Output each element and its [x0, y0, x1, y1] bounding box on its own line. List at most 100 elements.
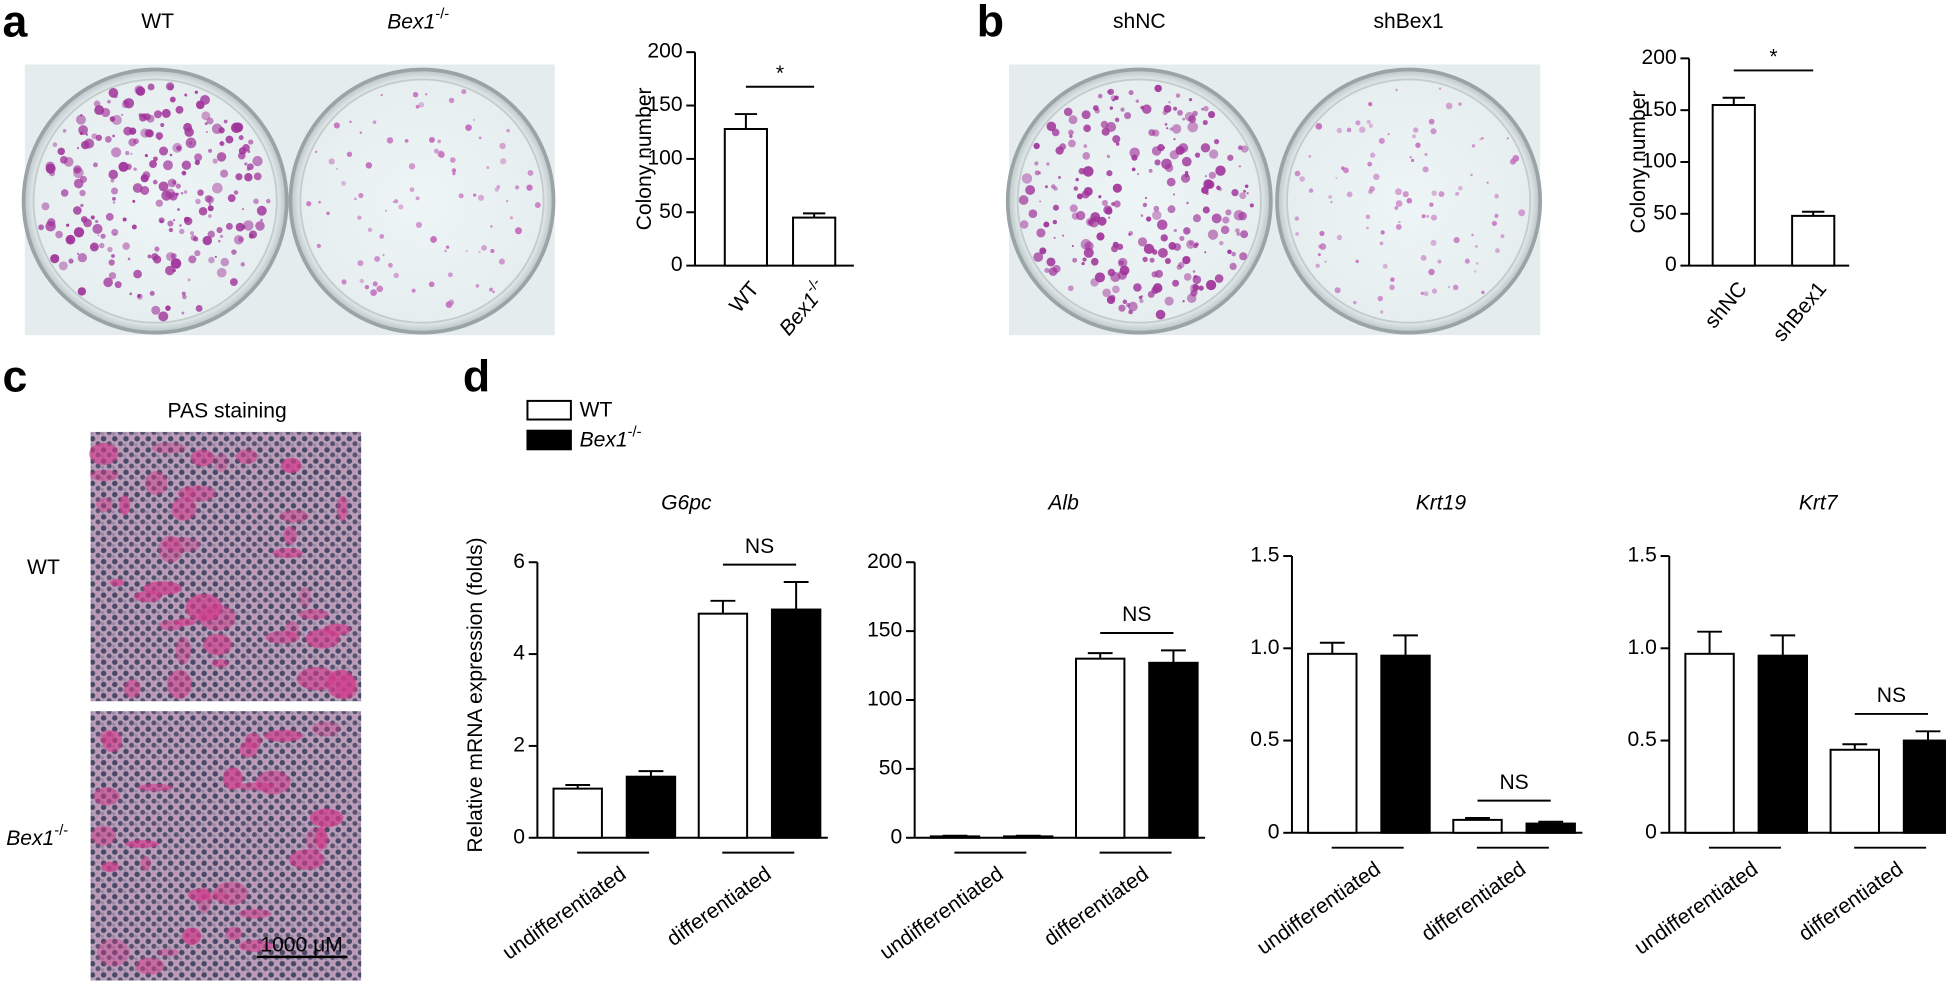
colony [489, 287, 494, 292]
stain [222, 767, 243, 790]
colony [83, 218, 92, 228]
colony [1389, 284, 1395, 291]
colony [240, 262, 245, 267]
colony [1398, 220, 1401, 224]
colony [506, 200, 509, 203]
colony [1097, 216, 1107, 226]
stain [143, 581, 183, 596]
colony [1324, 260, 1327, 263]
colony [1495, 248, 1500, 254]
colony [231, 122, 242, 134]
colony [79, 175, 87, 183]
colony [1315, 263, 1320, 269]
colony [246, 163, 254, 171]
colony [248, 233, 254, 239]
colony [1052, 219, 1058, 225]
annotation: NS [1877, 684, 1906, 707]
x-tick-label: differentiated [1040, 862, 1153, 951]
colony [97, 234, 100, 237]
colony [1473, 270, 1477, 273]
colony [111, 254, 115, 258]
colony [1222, 216, 1230, 224]
stain [102, 730, 123, 753]
colony [428, 281, 435, 288]
colony [1108, 216, 1111, 219]
colony [1102, 288, 1111, 298]
colony [194, 250, 201, 257]
colony [95, 219, 99, 224]
colony [63, 157, 74, 167]
colony [1109, 106, 1114, 110]
colony [1183, 273, 1192, 281]
colony [1355, 120, 1361, 126]
colony [208, 203, 211, 206]
colony [165, 305, 171, 311]
stain [298, 586, 311, 608]
colony [132, 199, 136, 203]
colony [1395, 188, 1402, 196]
colony [1154, 84, 1162, 93]
photo-label: Bex1-/- [387, 6, 449, 33]
colony [1152, 210, 1162, 221]
colony [1368, 101, 1373, 107]
colony [506, 128, 510, 133]
colony [181, 291, 186, 296]
colony [318, 200, 321, 204]
colony [80, 140, 90, 150]
colony [465, 124, 472, 132]
colony [253, 172, 262, 181]
colony [1044, 185, 1048, 189]
colony [1053, 236, 1056, 239]
colony [109, 116, 116, 122]
colony [1471, 144, 1476, 148]
y-tick-label: 50 [879, 756, 902, 779]
colony [1390, 277, 1395, 282]
plate [288, 67, 556, 335]
colony [238, 147, 247, 155]
colony [216, 226, 223, 234]
stain [101, 861, 120, 872]
colony [77, 253, 88, 263]
colony [180, 191, 184, 195]
colony [1087, 219, 1094, 225]
colony [183, 216, 190, 223]
stain [175, 636, 192, 665]
colony [1455, 191, 1460, 196]
colony [1082, 166, 1094, 177]
colony [1406, 197, 1413, 204]
colony [1198, 285, 1204, 291]
colony [183, 122, 193, 132]
colony [195, 198, 201, 205]
y-tick-label: 200 [867, 550, 902, 573]
colony [1151, 146, 1162, 156]
colony [45, 163, 56, 174]
colony [335, 167, 339, 170]
colony [144, 154, 148, 158]
colony [195, 100, 205, 110]
colony [1142, 104, 1152, 114]
plate [1005, 67, 1273, 335]
colony [93, 162, 98, 168]
colony [208, 256, 215, 264]
y-tick-label: 50 [659, 200, 682, 223]
colony [1068, 115, 1078, 125]
colony [1051, 184, 1056, 189]
colony [233, 190, 239, 195]
colony [1452, 284, 1459, 291]
colony [241, 208, 244, 211]
colony [1164, 163, 1174, 173]
colony [1315, 123, 1323, 130]
colony [185, 137, 197, 149]
stain [288, 849, 325, 870]
colony [1114, 95, 1119, 101]
stain [151, 442, 186, 454]
legend-label: WT [580, 398, 613, 421]
colony [1166, 127, 1169, 130]
colony [162, 160, 173, 171]
colony [177, 208, 180, 211]
colony [458, 193, 464, 199]
colony [1205, 279, 1217, 291]
stain [263, 729, 303, 742]
stain [157, 948, 179, 957]
colony [161, 108, 171, 118]
